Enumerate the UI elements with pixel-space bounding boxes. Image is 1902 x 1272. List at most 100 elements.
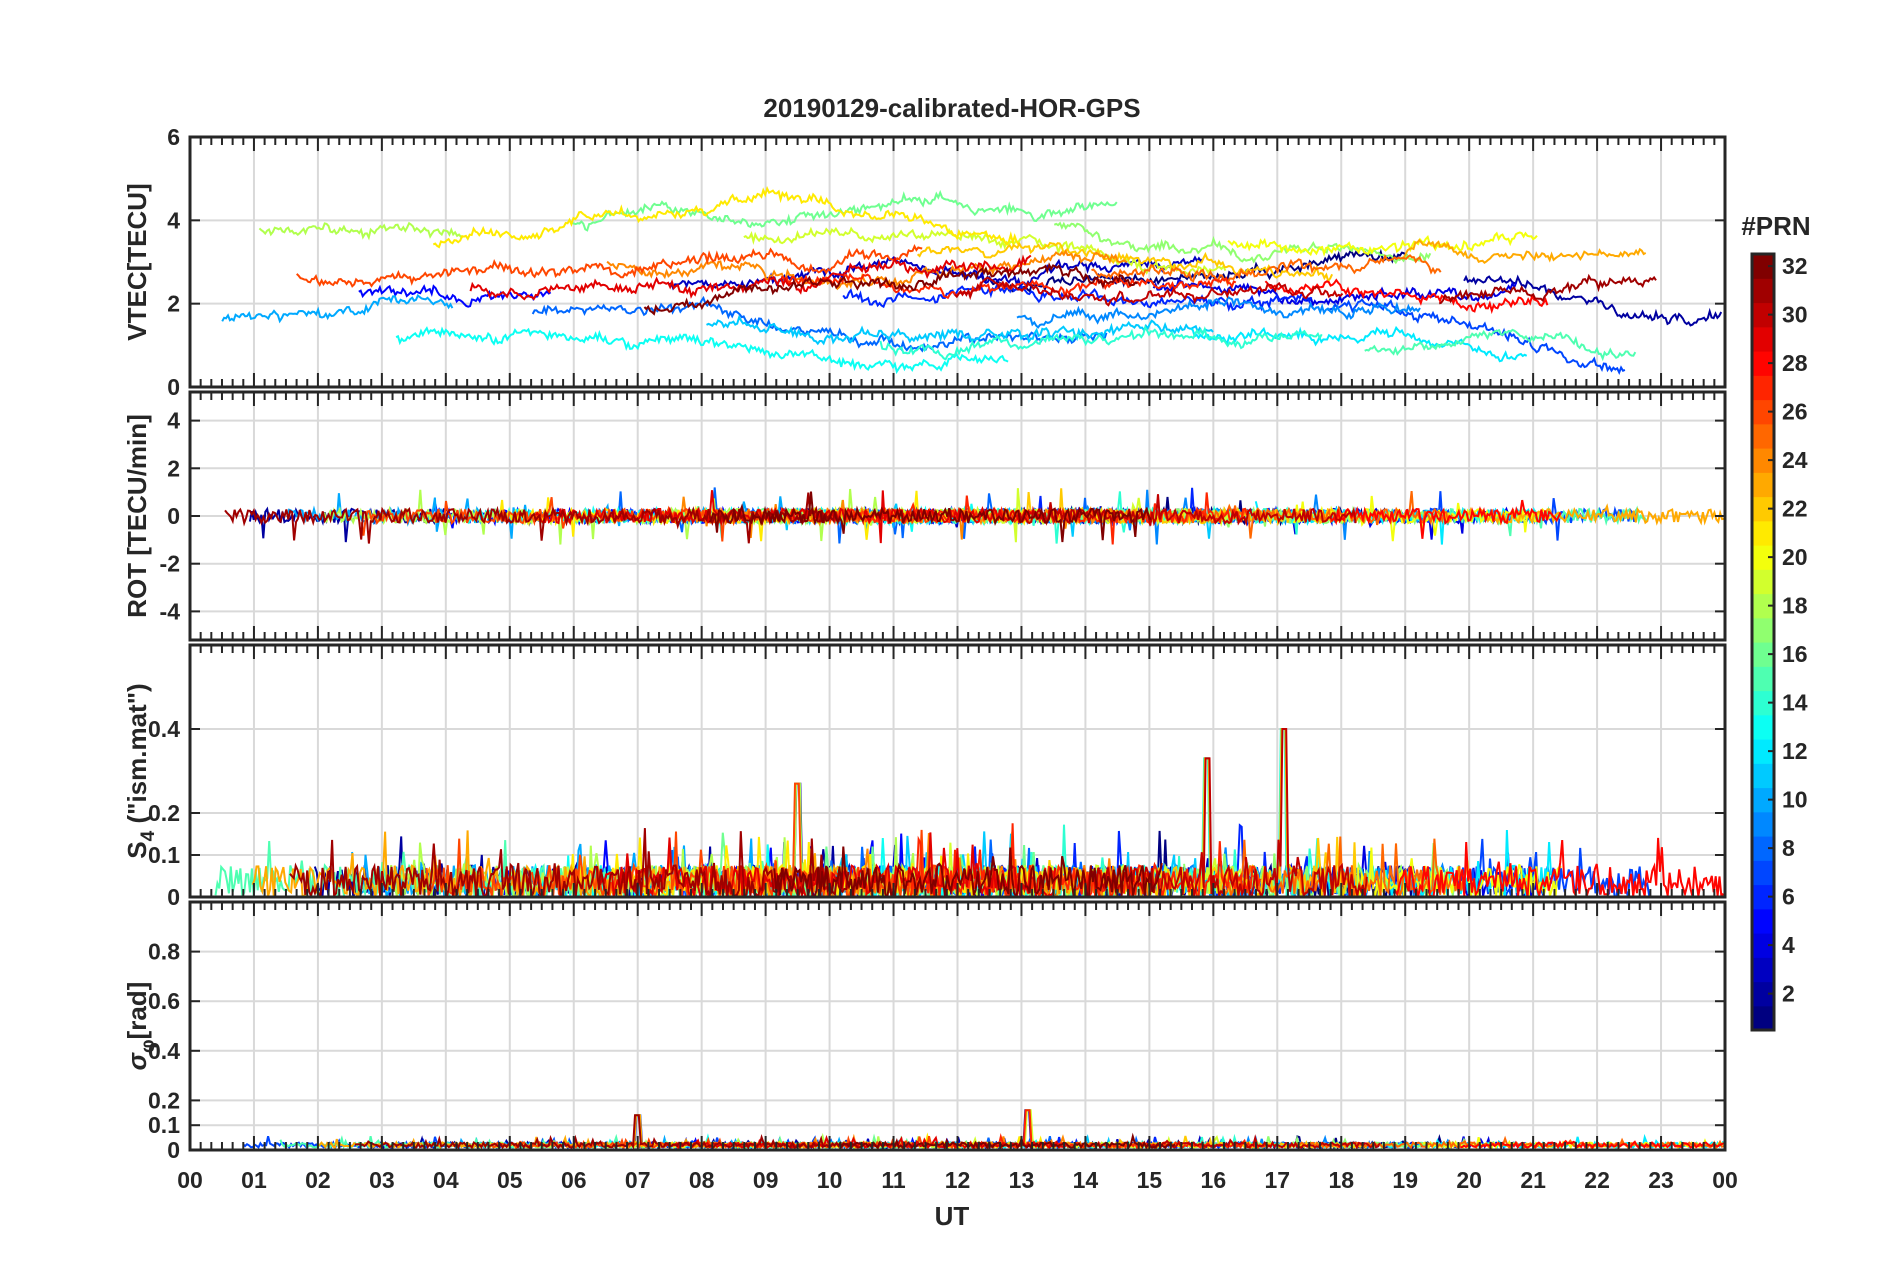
prn-trace-30	[954, 276, 1344, 307]
y-axis-label: ROT [TECU/min]	[122, 414, 152, 618]
y-tick-label: 0.1	[148, 842, 180, 868]
y-tick-label: 0.2	[148, 800, 180, 826]
prn-colorbar: #PRN 32 30 28 26 24 22 20 18 16 14 12 10 8 6 4 2	[1741, 211, 1811, 1032]
colorbar-frame	[1750, 252, 1776, 1032]
prn-trace-26	[296, 243, 923, 288]
y-tick-label: 0	[167, 884, 180, 910]
prn-trace-8	[531, 295, 1108, 353]
colorbar-tick-label: 8	[1782, 835, 1795, 861]
prn-trace-32	[773, 846, 1163, 897]
x-tick-label: 23	[1648, 1167, 1674, 1193]
colorbar-tick-label: 26	[1782, 399, 1808, 425]
colorbar-segment	[1752, 375, 1774, 401]
colorbar-segment	[1752, 278, 1774, 304]
colorbar-segment	[1752, 763, 1774, 789]
x-tick-label: 03	[369, 1167, 395, 1193]
colorbar-segment	[1752, 545, 1774, 570]
x-tick-label: 10	[817, 1167, 843, 1193]
y-tick-label: 0	[167, 503, 180, 529]
y-axis-label: S4 ("ism.mat")	[122, 683, 159, 858]
y-tick-label: 0	[167, 374, 180, 400]
colorbar-tick-label: 14	[1782, 690, 1808, 716]
y-tick-label: 2	[167, 291, 180, 317]
colorbar-segment	[1752, 981, 1774, 1007]
colorbar-segment	[1752, 496, 1774, 522]
panel-frame	[188, 643, 1727, 899]
colorbar-segment	[1752, 811, 1774, 837]
colorbar-segment	[1752, 1005, 1774, 1031]
colorbar-segment	[1752, 642, 1774, 667]
colorbar-segment	[1752, 933, 1774, 958]
y-tick-label: -2	[160, 551, 180, 577]
prn-trace-25	[1091, 254, 1442, 287]
panel-rot: -4 -2 0 2 4 ROT [TECU/min]	[122, 390, 1727, 642]
x-tick-label: 19	[1392, 1167, 1418, 1193]
prn-trace-28	[1460, 1139, 1725, 1150]
x-tick-label: 07	[625, 1167, 651, 1193]
prn-trace-23	[1466, 503, 1725, 526]
panel-frame	[188, 390, 1727, 642]
colorbar-segment	[1752, 593, 1774, 619]
colorbar-tick-label: 32	[1782, 253, 1808, 279]
colorbar-segment	[1752, 860, 1774, 886]
x-tick-label: 15	[1137, 1167, 1163, 1193]
x-tick-label: 22	[1584, 1167, 1610, 1193]
colorbar-tick-label: 4	[1782, 932, 1795, 958]
x-tick-label: 12	[945, 1167, 971, 1193]
x-tick-label: 02	[305, 1167, 331, 1193]
y-axis-label: VTEC[TECU]	[122, 183, 152, 340]
panel-frame	[188, 900, 1727, 1152]
colorbar-tick-label: 6	[1782, 884, 1795, 910]
chart-title: 20190129-calibrated-HOR-GPS	[763, 93, 1140, 123]
x-tick-label: 06	[561, 1167, 587, 1193]
x-tick-labels: 00 01 02 03 04 05 06 07 08 09 10 11 12 13 14 15 16 17 18 19…	[177, 1167, 1738, 1193]
x-tick-label: 08	[689, 1167, 715, 1193]
x-tick-label: 20	[1456, 1167, 1482, 1193]
prn-trace-27	[780, 272, 1237, 300]
y-tick-label: 0	[167, 1137, 180, 1163]
x-tick-label: 18	[1328, 1167, 1354, 1193]
colorbar-segment	[1752, 520, 1774, 546]
y-tick-label: 0.1	[148, 1112, 180, 1138]
colorbar-segment	[1752, 836, 1774, 861]
prn-trace-32	[708, 491, 1152, 543]
colorbar-label: #PRN	[1741, 211, 1810, 241]
colorbar-segment	[1752, 472, 1774, 498]
colorbar-tick-label: 18	[1782, 593, 1808, 619]
x-tick-label: 00	[177, 1167, 203, 1193]
traces	[214, 728, 1725, 897]
prn-trace-2	[1463, 274, 1723, 327]
prn-trace-32	[838, 1132, 1176, 1150]
colorbar-tick-label: 12	[1782, 738, 1808, 764]
prn-trace-15	[1364, 328, 1637, 362]
prn-trace-6	[842, 283, 1313, 312]
prn-trace-32	[643, 262, 1138, 316]
prn-trace-14	[879, 324, 1323, 361]
colorbar-segment	[1752, 569, 1774, 595]
colorbar-segment	[1752, 690, 1774, 716]
traces	[221, 186, 1723, 376]
prn-trace-4	[1152, 278, 1518, 308]
colorbar-segment	[1752, 957, 1774, 983]
prn-trace-3	[668, 255, 1204, 291]
colorbar-tick-label: 22	[1782, 496, 1808, 522]
panel-frame	[188, 135, 1727, 389]
panel-s4: 0 0.1 0.2 0.4S4 ("ism.mat")	[122, 643, 1727, 910]
colorbar-segment	[1752, 351, 1774, 376]
colorbar-segment	[1752, 448, 1774, 473]
colorbar-segment	[1752, 326, 1774, 352]
colorbar-segment	[1752, 714, 1774, 740]
x-tick-label: 11	[881, 1167, 906, 1193]
colorbar-segment	[1752, 739, 1774, 764]
x-tick-label: 04	[433, 1167, 459, 1193]
y-tick-label: 0.6	[148, 988, 180, 1014]
prn-trace-13	[395, 326, 1009, 375]
prn-trace-22	[916, 241, 1334, 284]
x-tick-label: 01	[241, 1167, 267, 1193]
colorbar-segment	[1752, 617, 1774, 643]
panel-sigma_phi: 00.10.2 0.4 0.6 0.8 σφ[rad]	[122, 900, 1727, 1163]
prn-trace-12	[1190, 325, 1528, 363]
traces	[224, 487, 1725, 545]
